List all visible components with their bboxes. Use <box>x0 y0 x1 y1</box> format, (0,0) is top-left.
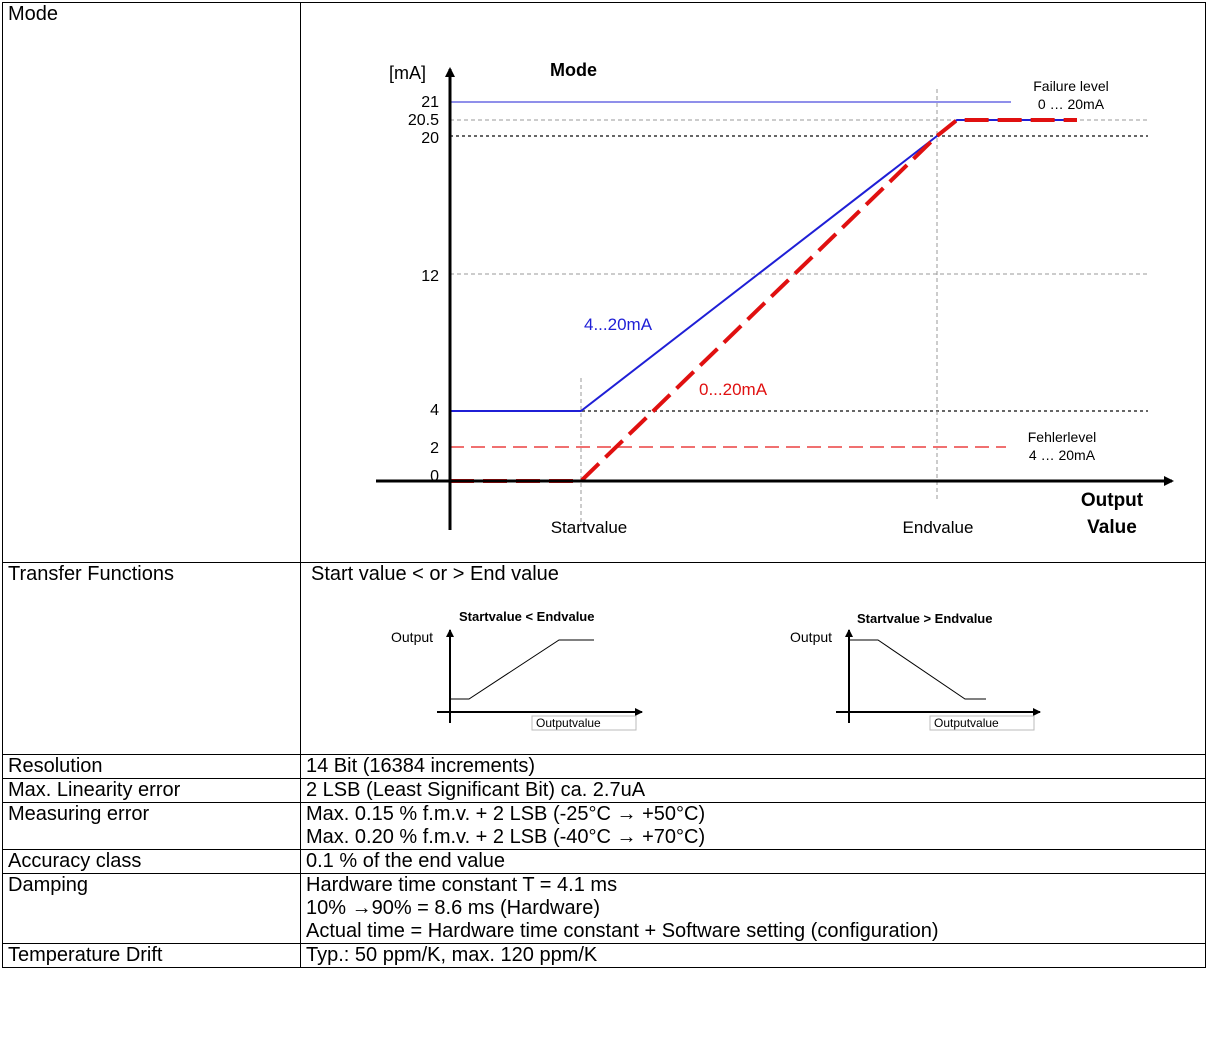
transfer-left-y-label: Output <box>391 629 433 645</box>
transfer-left-curve <box>450 639 594 700</box>
spec-table: Mode <box>2 2 1206 968</box>
transfer-left-title: Startvalue < Endvalue <box>459 609 594 624</box>
value-line: Max. 0.15 % f.m.v. + 2 LSB (-25°C → +50°… <box>306 803 706 825</box>
row-label: Max. Linearity error <box>2 778 301 803</box>
fehler-level-label: 4 … 20mA <box>1029 447 1096 463</box>
row-value: 14 Bit (16384 increments) <box>300 754 1206 779</box>
failure-level-label: Failure level <box>1033 78 1108 94</box>
row-value: 0.1 % of the end value <box>300 849 1206 874</box>
transfer-right-x-label-box <box>929 715 1035 731</box>
y-tick-label: 20.5 <box>408 112 439 129</box>
mode-chart-cell: 21 20.5 20 12 4 2 0 [mA] Mode Output Val… <box>300 2 1206 563</box>
value-line: Hardware time constant T = 4.1 ms <box>306 874 618 896</box>
row-label: Resolution <box>2 754 301 779</box>
x-axis-label: Value <box>1087 517 1137 538</box>
start-value-label: Startvalue <box>551 518 628 537</box>
y-tick-label: 21 <box>421 94 439 111</box>
row-mode: Mode <box>2 2 1206 563</box>
row-value: Start value < or > End value <box>311 563 559 585</box>
row-value: Hardware time constant T = 4.1 ms 10% →9… <box>300 873 1206 944</box>
row-label: Accuracy class <box>2 849 301 874</box>
fehler-level-label: Fehlerlevel <box>1028 429 1096 445</box>
y-tick-label: 2 <box>430 440 439 457</box>
row-label: Mode <box>2 2 301 563</box>
transfer-right-title: Startvalue > Endvalue <box>857 611 992 626</box>
series-4-20-label: 4...20mA <box>584 315 653 334</box>
row-label: Measuring error <box>2 802 301 850</box>
end-value-label: Endvalue <box>903 518 974 537</box>
row-value: Typ.: 50 ppm/K, max. 120 ppm/K <box>300 943 1206 968</box>
series-0-20-label: 0...20mA <box>699 380 768 399</box>
row-accuracy-class: Accuracy class 0.1 % of the end value <box>2 849 1206 874</box>
transfer-right-x-label: Outputvalue <box>934 716 999 730</box>
y-tick-label: 20 <box>421 130 439 147</box>
series-4-20-line <box>450 119 1077 412</box>
value-line: Max. 0.20 % f.m.v. + 2 LSB (-40°C → +70°… <box>306 826 706 848</box>
row-temperature-drift: Temperature Drift Typ.: 50 ppm/K, max. 1… <box>2 943 1206 968</box>
row-transfer-functions: Transfer Functions Start value < or > En… <box>2 562 1206 755</box>
y-tick-label: 0 <box>430 468 439 485</box>
transfer-left-x-label-box <box>531 715 637 731</box>
row-label: Transfer Functions <box>2 562 301 755</box>
row-value: Max. 0.15 % f.m.v. + 2 LSB (-25°C → +50°… <box>300 802 1206 850</box>
y-tick-label: 12 <box>421 268 439 285</box>
value-line: 10% →90% = 8.6 ms (Hardware) <box>306 897 601 919</box>
row-linearity-error: Max. Linearity error 2 LSB (Least Signif… <box>2 778 1206 803</box>
row-value: 2 LSB (Least Significant Bit) ca. 2.7uA <box>300 778 1206 803</box>
chart-title: Mode <box>550 60 597 80</box>
transfer-charts: Startvalue < Endvalue Output Outputvalue… <box>391 609 1041 731</box>
value-line: Actual time = Hardware time constant + S… <box>306 920 939 942</box>
transfer-right-y-label: Output <box>790 629 832 645</box>
x-axis-label: Output <box>1081 490 1144 511</box>
y-unit-label: [mA] <box>389 63 426 83</box>
failure-level-label: 0 … 20mA <box>1038 96 1105 112</box>
row-label: Damping <box>2 873 301 944</box>
row-resolution: Resolution 14 Bit (16384 increments) <box>2 754 1206 779</box>
transfer-left-x-label: Outputvalue <box>536 716 601 730</box>
row-damping: Damping Hardware time constant T = 4.1 m… <box>2 873 1206 944</box>
transfer-right-curve <box>849 639 986 700</box>
row-label: Temperature Drift <box>2 943 301 968</box>
mode-chart: 21 20.5 20 12 4 2 0 [mA] Mode Output Val… <box>376 60 1174 538</box>
transfer-cell: Start value < or > End value Startvalue … <box>300 562 1206 755</box>
y-tick-label: 4 <box>430 402 439 419</box>
series-0-20-line <box>450 118 1077 483</box>
row-measuring-error: Measuring error Max. 0.15 % f.m.v. + 2 L… <box>2 802 1206 850</box>
